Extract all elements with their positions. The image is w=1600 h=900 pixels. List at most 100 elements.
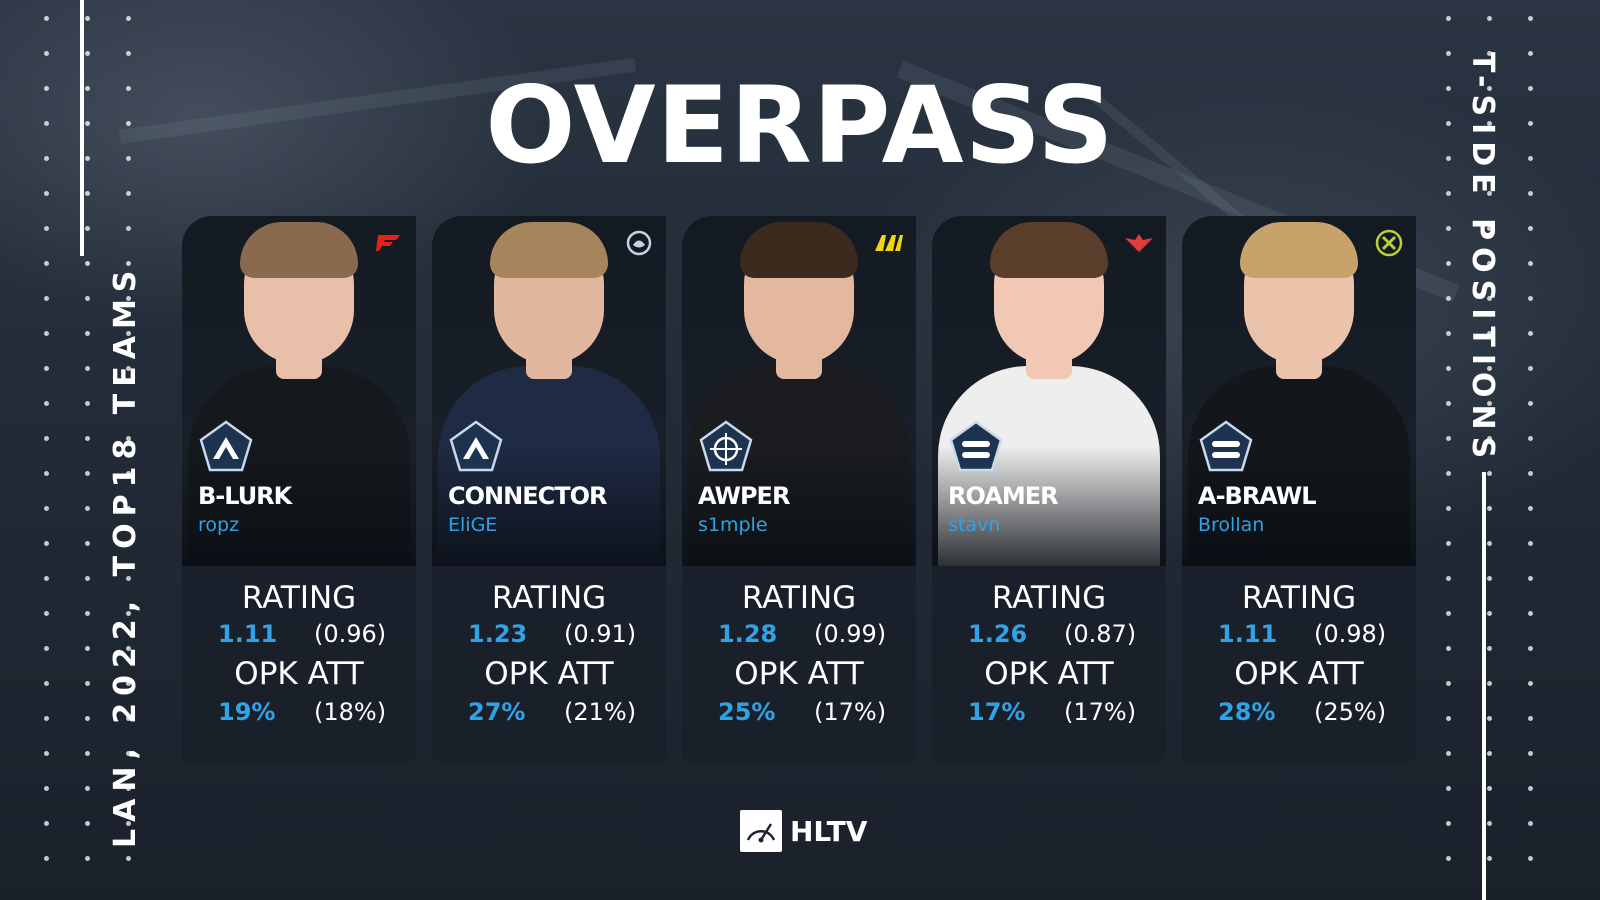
rating-row: 1.11 (0.96)	[182, 620, 416, 650]
decor-dot	[44, 506, 49, 511]
decor-dot	[44, 646, 49, 651]
decor-dot	[85, 541, 90, 546]
decor-dot	[85, 86, 90, 91]
decor-dot	[126, 821, 131, 826]
decor-dot	[44, 856, 49, 861]
decor-dot	[85, 121, 90, 126]
player-photo: A-BRAWL Brollan	[1182, 216, 1416, 566]
decor-dot	[85, 436, 90, 441]
decor-dot	[85, 856, 90, 861]
decor-dot	[44, 611, 49, 616]
map-title: OVERPASS	[485, 64, 1115, 187]
right-dot-grid	[1446, 16, 1533, 861]
decor-dot	[44, 51, 49, 56]
opk-label: OPK ATT	[234, 656, 364, 692]
decor-dot	[85, 331, 90, 336]
decor-dot	[1487, 331, 1492, 336]
decor-dot	[1528, 296, 1533, 301]
decor-dot	[1487, 366, 1492, 371]
opk-row: 25% (17%)	[682, 698, 916, 728]
decor-dot	[1528, 821, 1533, 826]
left-divider-line	[80, 0, 84, 256]
decor-dot	[1487, 576, 1492, 581]
decor-dot	[1446, 86, 1451, 91]
decor-dot	[1528, 506, 1533, 511]
decor-dot	[85, 681, 90, 686]
decor-dot	[1446, 541, 1451, 546]
role-label: B-LURK	[198, 482, 292, 510]
decor-dot	[1446, 226, 1451, 231]
decor-dot	[44, 436, 49, 441]
player-card: AWPER s1mple RATING 1.28 (0.99) OPK ATT …	[682, 216, 916, 762]
decor-dot	[1528, 86, 1533, 91]
decor-dot	[1446, 191, 1451, 196]
rating-value: 1.11	[1218, 620, 1278, 648]
decor-dot	[1446, 681, 1451, 686]
decor-dot	[126, 401, 131, 406]
decor-dot	[44, 541, 49, 546]
opk-average: (21%)	[564, 698, 637, 726]
rating-value: 1.28	[718, 620, 778, 648]
rating-row: 1.26 (0.87)	[932, 620, 1166, 650]
decor-dot	[44, 786, 49, 791]
rating-value: 1.26	[968, 620, 1028, 648]
decor-dot	[1446, 786, 1451, 791]
player-photo: AWPER s1mple	[682, 216, 916, 566]
player-name: EliGE	[448, 514, 498, 536]
player-hair	[740, 222, 858, 278]
opk-value: 19%	[218, 698, 276, 726]
decor-dot	[44, 16, 49, 21]
decor-dot	[1446, 611, 1451, 616]
opk-row: 27% (21%)	[432, 698, 666, 728]
rating-average: (0.91)	[564, 620, 637, 648]
rating-label: RATING	[491, 580, 607, 616]
decor-dot	[85, 646, 90, 651]
left-dot-grid	[44, 16, 131, 861]
right-divider-line	[1482, 472, 1486, 900]
role-label: CONNECTOR	[448, 482, 607, 510]
decor-dot	[44, 331, 49, 336]
decor-dot	[126, 646, 131, 651]
decor-dot	[1487, 51, 1492, 56]
opk-label: OPK ATT	[1234, 656, 1364, 692]
rating-row: 1.28 (0.99)	[682, 620, 916, 650]
crosshair-icon	[698, 419, 754, 475]
player-card: ROAMER stavn RATING 1.26 (0.87) OPK ATT …	[932, 216, 1166, 762]
decor-dot	[126, 576, 131, 581]
rating-value: 1.11	[218, 620, 278, 648]
decor-dot	[1487, 856, 1492, 861]
decor-dot	[1446, 646, 1451, 651]
decor-dot	[1487, 506, 1492, 511]
player-photo: ROAMER stavn	[932, 216, 1166, 566]
decor-dot	[1487, 401, 1492, 406]
decor-dot	[1487, 611, 1492, 616]
decor-dot	[85, 506, 90, 511]
decor-dot	[1528, 576, 1533, 581]
decor-dot	[1528, 541, 1533, 546]
decor-dot	[126, 296, 131, 301]
decor-dot	[1528, 786, 1533, 791]
decor-dot	[126, 86, 131, 91]
player-hair	[990, 222, 1108, 278]
decor-dot	[44, 716, 49, 721]
decor-dot	[44, 576, 49, 581]
decor-dot	[126, 856, 131, 861]
liquid-logo	[624, 228, 654, 258]
opk-value: 27%	[468, 698, 526, 726]
decor-dot	[85, 51, 90, 56]
decor-dot	[44, 401, 49, 406]
opk-label: OPK ATT	[734, 656, 864, 692]
decor-dot	[126, 716, 131, 721]
decor-dot	[44, 261, 49, 266]
rating-average: (0.87)	[1064, 620, 1137, 648]
decor-dot	[1446, 331, 1451, 336]
nip-logo	[1374, 228, 1404, 258]
decor-dot	[44, 191, 49, 196]
decor-dot	[1528, 331, 1533, 336]
opk-average: (18%)	[314, 698, 387, 726]
player-name: Brollan	[1198, 514, 1265, 536]
decor-dot	[1528, 156, 1533, 161]
decor-dot	[44, 86, 49, 91]
decor-dot	[126, 226, 131, 231]
decor-dot	[1446, 576, 1451, 581]
